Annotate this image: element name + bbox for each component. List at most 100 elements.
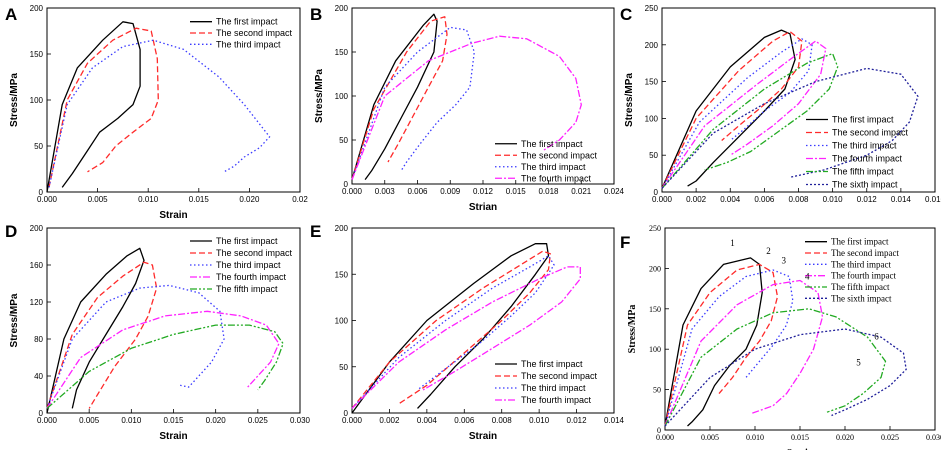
- y-tick-label: 200: [335, 224, 349, 233]
- y-tick-label: 150: [335, 270, 349, 279]
- curve-annotation: 4: [805, 272, 810, 282]
- x-axis-label: Strain: [159, 210, 187, 221]
- y-tick-label: 0: [344, 180, 349, 189]
- x-tick-label: 0.014: [604, 416, 625, 425]
- series-line-3: [351, 26, 475, 180]
- x-tick-label: 0.015: [506, 187, 527, 196]
- x-axis-label: Strian: [469, 202, 497, 213]
- y-tick-label: 100: [649, 345, 661, 354]
- legend-entry: The second impact: [521, 371, 598, 381]
- series-line-1: [46, 247, 145, 414]
- series-line-3: [661, 38, 813, 189]
- y-tick-label: 250: [649, 224, 661, 233]
- x-tick-label: 0.020: [836, 433, 854, 442]
- y-tick-label: 0: [654, 188, 659, 197]
- y-axis-label: Stress/MPa: [314, 69, 325, 123]
- y-tick-label: 150: [649, 305, 661, 314]
- series-line-4: [351, 266, 581, 409]
- curve-annotation: 2: [766, 246, 771, 256]
- x-tick-label: 0.004: [720, 195, 741, 204]
- plot-frame: [661, 7, 936, 193]
- x-tick-label: 0.014: [891, 195, 912, 204]
- legend-entry: The fourth impact: [521, 395, 592, 405]
- y-tick-label: 50: [339, 136, 348, 145]
- y-tick-label: 100: [30, 96, 44, 105]
- legend-entry: The fourth impact: [831, 271, 896, 281]
- x-tick-label: 0.003: [375, 187, 396, 196]
- legend-entry: The fourth impact: [216, 272, 287, 282]
- legend-entry: The first impact: [521, 139, 583, 149]
- x-tick-label: 0.000: [342, 416, 363, 425]
- x-tick-label: 0.012: [567, 416, 588, 425]
- legend-entry: The third impact: [832, 141, 897, 151]
- y-tick-label: 80: [34, 335, 43, 344]
- y-tick-label: 50: [339, 363, 348, 372]
- y-tick-label: 0: [39, 188, 44, 197]
- panel-f: F 0.000 0.005 0.010 0.015 0.020 0.025 0.030 0 50 1…: [620, 224, 941, 450]
- panel-b: B 0.000 0.003 0.006 0.009 0.012 0.015 0.018 0.02…: [310, 4, 625, 213]
- y-tick-label: 200: [649, 264, 661, 273]
- legend-entry: The first impact: [521, 359, 583, 369]
- x-tick-label: 0.015: [189, 195, 210, 204]
- series-line-1: [664, 257, 763, 427]
- y-axis-label: Stress/MPa: [627, 305, 638, 354]
- legend-entry: The first impact: [216, 236, 278, 246]
- series-line-1: [46, 21, 141, 193]
- legend-entry: The fourth impact: [521, 173, 592, 183]
- x-tick-label: 0.012: [857, 195, 878, 204]
- y-tick-label: 0: [344, 409, 349, 418]
- legend-entry: The first impact: [216, 17, 278, 27]
- x-tick-label: 0.010: [121, 416, 142, 425]
- x-tick-label: 0.000: [342, 187, 363, 196]
- x-tick-label: 0.005: [79, 416, 100, 425]
- x-tick-label: 0.000: [652, 195, 673, 204]
- panel-c: C 0.000 0.002 0.004 0.006 0.008 0.010 0.012 0.01…: [620, 4, 941, 204]
- y-tick-label: 40: [34, 372, 43, 381]
- legend-entry: The third impact: [831, 259, 891, 269]
- legend-entry: The fifth impact: [832, 167, 894, 177]
- x-tick-label: 0.002: [686, 195, 707, 204]
- x-tick-label: 0.010: [529, 416, 550, 425]
- series-line-1: [351, 243, 550, 414]
- series-line-5: [664, 308, 887, 427]
- y-tick-label: 0: [657, 426, 661, 435]
- legend-entry: The sixth impact: [832, 180, 898, 190]
- y-tick-label: 0: [39, 409, 44, 418]
- y-axis-label: Stress/MPa: [9, 293, 20, 347]
- curve-annotation: 1: [730, 238, 735, 248]
- x-tick-label: 0.000: [37, 416, 58, 425]
- panel-label: C: [620, 5, 632, 24]
- x-tick-label: 0.021: [571, 187, 592, 196]
- panel-e: E 0.000 0.002 0.004 0.006 0.008 0.010 0.012 0.01…: [310, 222, 625, 442]
- x-axis-label: Strain: [787, 448, 814, 450]
- x-tick-label: 0.000: [37, 195, 58, 204]
- series-line-2: [48, 27, 159, 188]
- y-tick-label: 120: [30, 298, 44, 307]
- curve-annotation: 5: [856, 357, 861, 367]
- x-tick-label: 0.008: [492, 416, 513, 425]
- series-line-6: [661, 67, 919, 189]
- series-line-2: [351, 16, 448, 180]
- x-tick-label: 0.015: [163, 416, 184, 425]
- y-tick-label: 100: [645, 114, 659, 123]
- series-line-2: [664, 263, 779, 427]
- legend-entry: The sixth impact: [831, 293, 892, 303]
- series-line-2: [46, 261, 158, 409]
- x-tick-label: 0.020: [206, 416, 227, 425]
- legend-entry: The first impact: [831, 237, 889, 247]
- panel-d: D 0.000 0.005 0.010 0.015 0.020 0.025 0.030 0 40 8…: [5, 222, 311, 442]
- y-tick-label: 200: [645, 41, 659, 50]
- x-tick-label: 0.018: [538, 187, 559, 196]
- x-tick-label: 0.02: [292, 195, 308, 204]
- series-line-4: [661, 40, 827, 189]
- panel-label: E: [310, 222, 321, 241]
- y-tick-label: 200: [30, 224, 44, 233]
- series-line-3: [351, 255, 555, 409]
- x-tick-label: 0.005: [88, 195, 109, 204]
